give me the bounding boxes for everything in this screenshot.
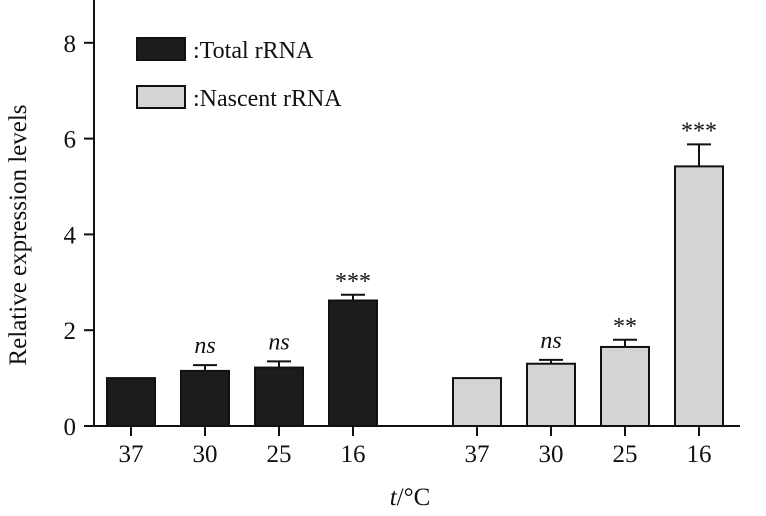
legend: :Total rRNA :Nascent rRNA — [136, 37, 342, 112]
bar — [452, 377, 502, 428]
x-tick-label: 37 — [465, 441, 490, 468]
y-tick-label: 0 — [64, 414, 77, 441]
y-axis-label: Relative expression levels — [5, 104, 32, 365]
legend-label: :Total rRNA — [193, 38, 314, 64]
bar — [674, 165, 724, 428]
bar — [254, 366, 304, 428]
x-tick-label: 25 — [613, 441, 638, 468]
significance-label-ns: ns — [268, 329, 289, 355]
bar — [526, 362, 576, 428]
significance-label-ns: ns — [194, 333, 215, 359]
x-tick-label: 16 — [687, 441, 712, 468]
significance-label: ** — [613, 314, 637, 340]
x-tick-label: 30 — [193, 441, 218, 468]
bar — [106, 377, 156, 428]
significance-label: *** — [335, 269, 371, 295]
bar — [600, 345, 650, 427]
x-tick-label: 16 — [341, 441, 366, 468]
y-tick-label: 6 — [64, 127, 77, 154]
legend-swatch — [136, 37, 186, 61]
x-axis-label: t/°C — [390, 484, 431, 511]
x-axis-label-variable: t — [390, 484, 398, 511]
bar — [328, 299, 378, 428]
legend-swatch — [136, 85, 186, 109]
y-tick-label: 2 — [64, 318, 77, 345]
y-tick-label: 4 — [64, 222, 77, 249]
x-tick-label: 30 — [539, 441, 564, 468]
x-tick-label: 25 — [267, 441, 292, 468]
x-axis-label-unit: /°C — [397, 484, 431, 511]
y-tick-label: 8 — [64, 31, 77, 58]
x-tick-label: 37 — [119, 441, 144, 468]
significance-label-ns: ns — [540, 328, 561, 354]
significance-label: *** — [681, 118, 717, 144]
bars: ns ns***ns***** — [106, 118, 724, 428]
axes: 0 2 4 6 8 37 30 25 16 37 30 25 16 — [64, 0, 740, 468]
bar — [180, 369, 230, 428]
legend-label: :Nascent rRNA — [193, 86, 342, 112]
